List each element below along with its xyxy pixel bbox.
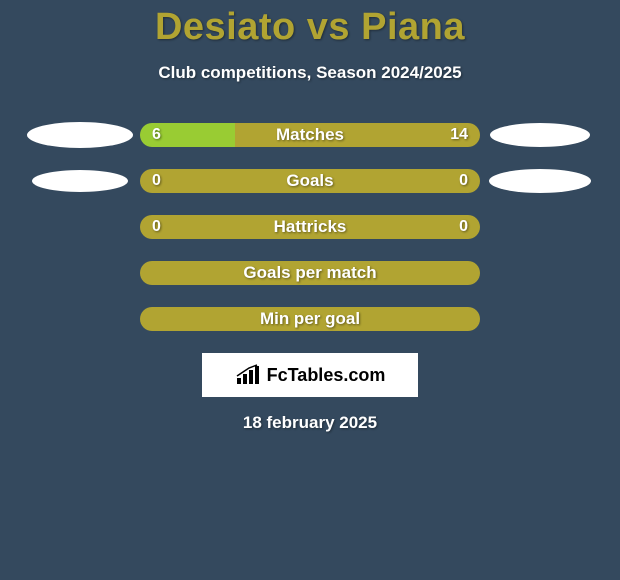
player-ellipse-left: [32, 170, 128, 192]
page-subtitle: Club competitions, Season 2024/2025: [0, 63, 620, 83]
stat-row: Min per goal: [0, 307, 620, 331]
stat-bar-right-fill: [140, 215, 480, 239]
row-left-side: [20, 170, 140, 192]
chart-icon: [235, 364, 261, 386]
stat-value-right: 0: [459, 215, 468, 239]
stat-bar: 614Matches: [140, 123, 480, 147]
logo-inner: FcTables.com: [235, 364, 386, 386]
row-right-side: [480, 169, 600, 193]
stat-row: 614Matches: [0, 123, 620, 147]
stat-bar: 00Goals: [140, 169, 480, 193]
stat-row: 00Hattricks: [0, 215, 620, 239]
row-right-side: [480, 123, 600, 147]
player-ellipse-right: [490, 123, 590, 147]
stat-bar-right-fill: [235, 123, 480, 147]
stat-value-right: 0: [459, 169, 468, 193]
stat-bar-left-fill: [140, 261, 480, 285]
logo-text: FcTables.com: [267, 365, 386, 386]
stat-value-left: 6: [152, 123, 161, 147]
player-ellipse-left: [27, 122, 133, 148]
row-left-side: [20, 122, 140, 148]
stat-rows: 614Matches00Goals00HattricksGoals per ma…: [0, 123, 620, 331]
stat-bar: Goals per match: [140, 261, 480, 285]
stat-value-left: 0: [152, 169, 161, 193]
stat-row: 00Goals: [0, 169, 620, 193]
footer-date: 18 february 2025: [0, 413, 620, 433]
stat-bar: Min per goal: [140, 307, 480, 331]
stat-bar: 00Hattricks: [140, 215, 480, 239]
stat-bar-right-fill: [140, 169, 480, 193]
player-ellipse-right: [489, 169, 591, 193]
stat-row: Goals per match: [0, 261, 620, 285]
stat-bar-left-fill: [140, 307, 480, 331]
stat-value-left: 0: [152, 215, 161, 239]
stat-value-right: 14: [450, 123, 468, 147]
logo-box: FcTables.com: [202, 353, 418, 397]
page-title: Desiato vs Piana: [0, 0, 620, 49]
